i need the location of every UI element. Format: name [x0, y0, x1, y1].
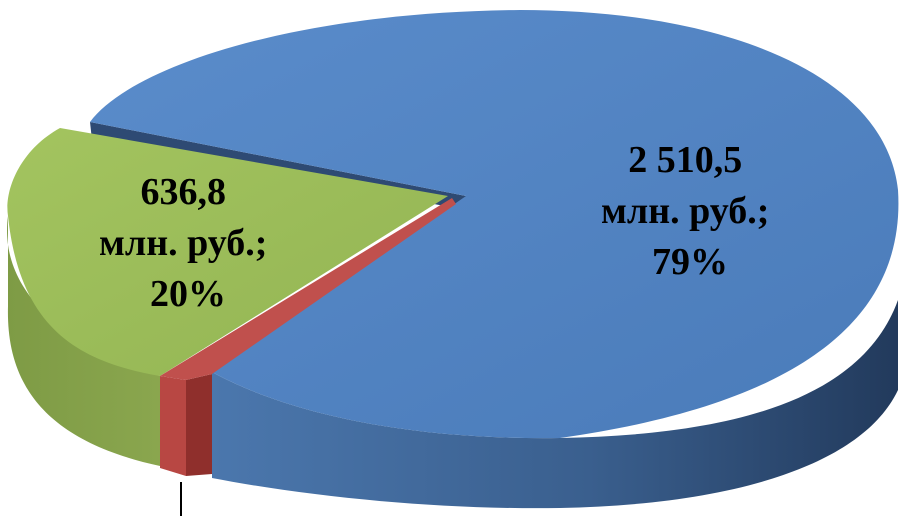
pie-slice-2-side — [7, 216, 160, 466]
pie-slice-1-top — [90, 10, 899, 439]
pie-slice-3-top — [160, 198, 456, 380]
pie-slice-1-side — [212, 300, 898, 509]
data-label-slice-1: 2 510,5 млн. руб.; 79% — [601, 139, 779, 283]
pie-slice-3-side-front — [160, 376, 186, 476]
pie-slice-3 — [160, 198, 456, 476]
pie-slice-2-top — [7, 128, 449, 376]
pie-slice-2 — [7, 128, 449, 466]
pie-slice-1 — [90, 10, 899, 509]
pie-slice-3-side-inner — [186, 374, 212, 476]
data-label-slice-2: 636,8 млн. руб.; 20% — [99, 171, 277, 315]
